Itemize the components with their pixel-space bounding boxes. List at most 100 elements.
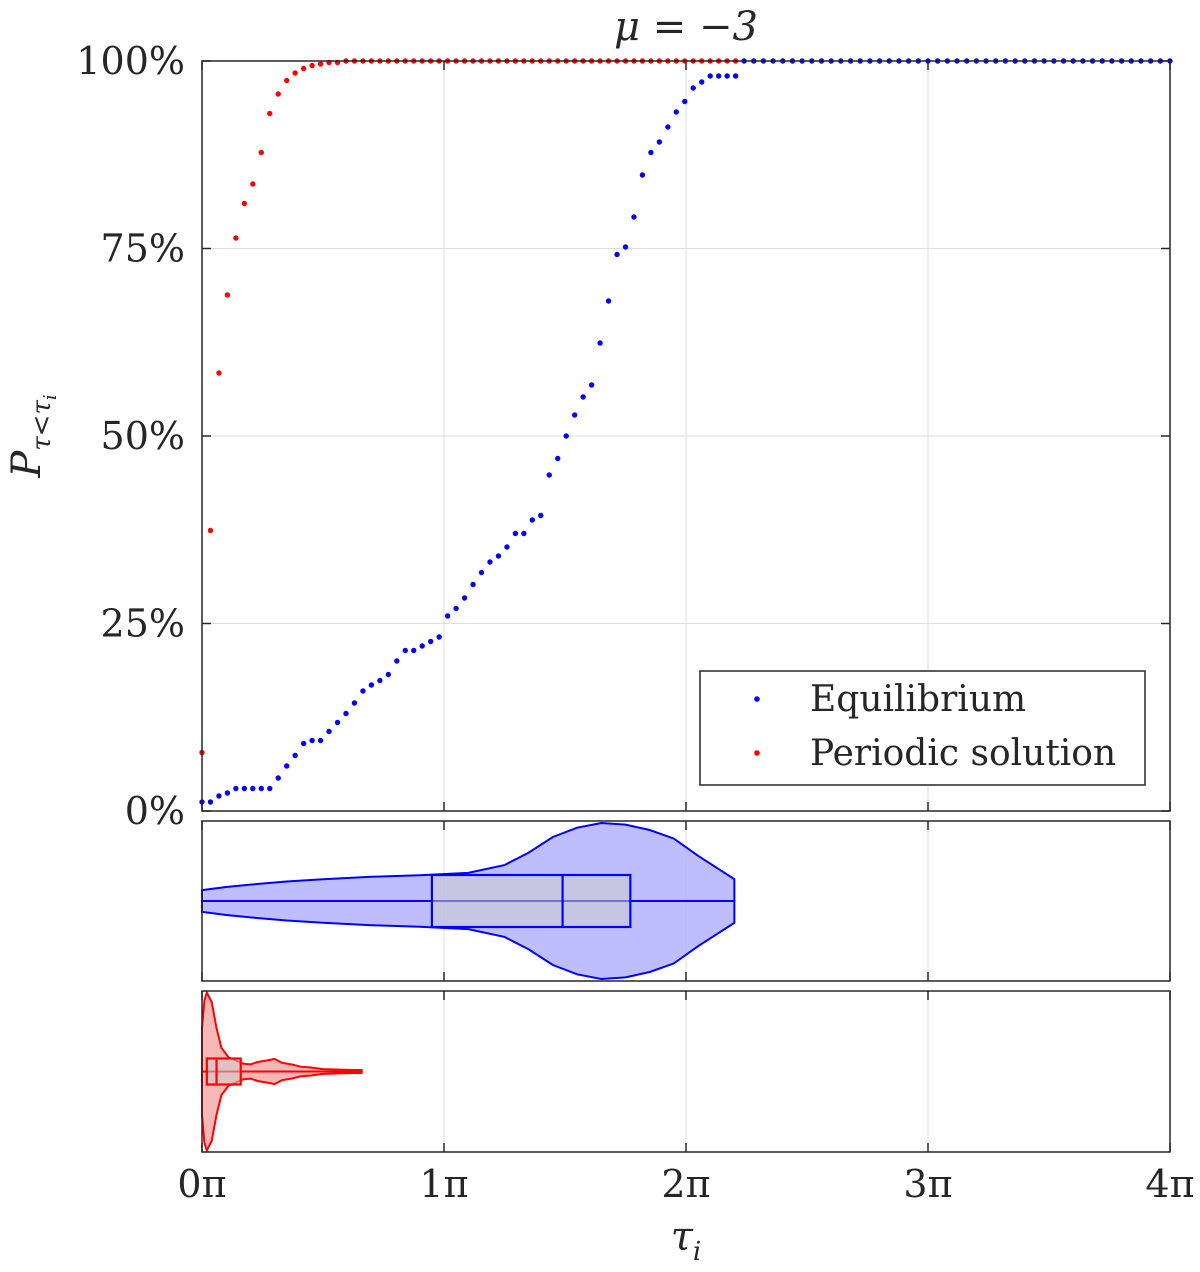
equilibrium-point — [521, 530, 527, 537]
y-tick-label: 0% — [125, 789, 185, 833]
equilibrium-point — [571, 412, 578, 418]
equilibrium-point — [309, 737, 315, 744]
equilibrium-point — [648, 149, 654, 156]
equilibrium-point — [605, 298, 612, 304]
x-tick-label: 1π — [419, 1162, 468, 1206]
equilibrium-point — [241, 785, 248, 792]
equilibrium-point — [631, 214, 637, 220]
main-panel-frame — [201, 60, 1171, 812]
equilibrium-point — [411, 647, 417, 654]
legend-marker-equilibrium — [754, 696, 760, 702]
x-axis-label: τi — [671, 1214, 701, 1267]
equilibrium-point — [461, 595, 468, 601]
equilibrium-point — [224, 790, 231, 796]
violin-panel-periodic-frame — [201, 990, 1171, 1153]
periodic-point — [284, 77, 290, 84]
equilibrium-point — [715, 73, 722, 79]
periodic-point — [241, 200, 248, 207]
equilibrium-point — [487, 559, 493, 565]
violin-box — [430, 873, 632, 929]
equilibrium-point — [724, 73, 730, 79]
violin-panel-equilibrium-frame — [201, 820, 1171, 982]
equilibrium-point — [690, 85, 696, 91]
periodic-point — [300, 65, 307, 72]
equilibrium-point — [673, 109, 680, 115]
periodic-point — [224, 292, 231, 298]
main-grid — [202, 61, 1170, 811]
x-tick-label: 0π — [177, 1162, 226, 1206]
equilibrium-point — [656, 139, 663, 145]
equilibrium-point — [597, 340, 603, 346]
violin-periodic — [201, 989, 363, 1154]
equilibrium-point — [495, 553, 502, 559]
equilibrium-point — [563, 433, 569, 439]
y-tick-label: 50% — [101, 414, 185, 458]
y-axis-label-main: P — [4, 450, 50, 479]
equilibrium-point — [622, 244, 629, 250]
violin-panel-periodic — [201, 989, 1171, 1154]
periodic-point — [207, 527, 214, 534]
equilibrium-point — [639, 172, 646, 178]
equilibrium-point — [360, 688, 366, 694]
periodic-point — [267, 110, 273, 117]
y-axis-label: Pτ<τi — [4, 394, 61, 478]
equilibrium-point — [453, 605, 459, 612]
equilibrium-point — [504, 544, 510, 550]
equilibrium-point — [317, 737, 324, 744]
periodic-point — [250, 181, 256, 187]
y-axis-label-sub: τ<τ — [27, 400, 57, 451]
violin-equilibrium — [201, 821, 736, 981]
equilibrium-point — [529, 517, 536, 523]
periodic-point — [309, 62, 315, 69]
equilibrium-point — [334, 719, 341, 726]
equilibrium-point — [682, 98, 688, 105]
periodic-point — [275, 91, 281, 97]
equilibrium-point — [267, 785, 273, 792]
equilibrium-point — [284, 763, 290, 769]
equilibrium-point — [258, 785, 264, 792]
equilibrium-point — [665, 124, 671, 130]
equilibrium-point — [207, 799, 214, 805]
equilibrium-point — [326, 728, 332, 735]
equilibrium-point — [250, 785, 256, 792]
equilibrium-point — [394, 658, 400, 664]
legend-box — [699, 670, 1146, 786]
legend-marker-periodic — [754, 750, 760, 756]
equilibrium-point — [732, 73, 739, 79]
x-axis-label-sub: i — [693, 1237, 701, 1267]
x-tick-label: 4π — [1145, 1162, 1194, 1206]
svg-text:Pτ<τi: Pτ<τi — [4, 394, 61, 478]
equilibrium-point — [292, 752, 298, 759]
y-tick-label: 100% — [76, 39, 185, 83]
equilibrium-point — [444, 613, 451, 619]
x-tick-label: 3π — [903, 1162, 952, 1206]
equilibrium-point — [402, 647, 408, 654]
x-tick-labels: 0π 1π 2π 3π 4π — [177, 1162, 1194, 1206]
equilibrium-point — [580, 394, 586, 400]
equilibrium-point — [588, 382, 595, 388]
equilibrium-point — [470, 581, 476, 588]
equilibrium-point — [377, 677, 383, 684]
equilibrium-point — [555, 455, 561, 462]
equilibrium-point — [614, 251, 620, 258]
equilibrium-point — [216, 793, 222, 799]
equilibrium-point — [351, 700, 358, 706]
x-axis-label-main: τ — [671, 1214, 694, 1260]
legend-label-periodic: Periodic solution — [810, 733, 1116, 774]
y-tick-label: 75% — [101, 227, 185, 271]
chart-title: μ = −3 — [614, 4, 758, 50]
legend: Equilibrium Periodic solution — [699, 670, 1146, 786]
equilibrium-point — [478, 569, 485, 576]
equilibrium-point — [300, 740, 307, 747]
equilibrium-point — [385, 671, 392, 678]
equilibrium-point — [436, 634, 442, 640]
equilibrium-point — [699, 79, 705, 85]
x-tick-label: 2π — [661, 1162, 710, 1206]
y-tick-label: 25% — [101, 602, 185, 646]
y-tick-labels: 0% 25% 50% 75% 100% — [76, 39, 185, 833]
equilibrium-point — [343, 710, 349, 717]
violin-panel-equilibrium — [201, 820, 1171, 982]
equilibrium-point — [233, 785, 239, 792]
y-axis-label-subsub: i — [40, 394, 61, 400]
